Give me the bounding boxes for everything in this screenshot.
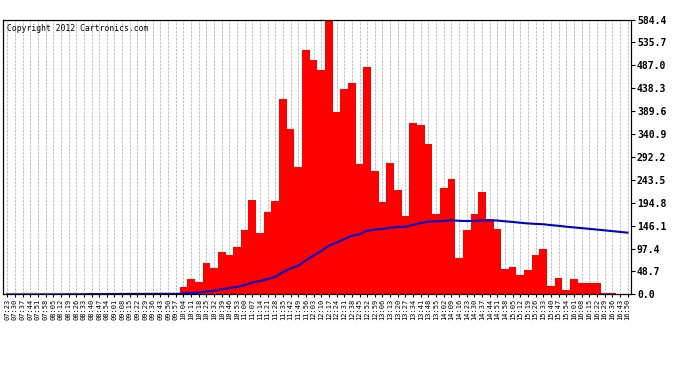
- Text: East Array Actual Power (red) & Running Average Power (Watts blue) Tue Feb 14 17: East Array Actual Power (red) & Running …: [49, 2, 641, 15]
- Text: Copyright 2012 Cartronics.com: Copyright 2012 Cartronics.com: [7, 24, 148, 33]
